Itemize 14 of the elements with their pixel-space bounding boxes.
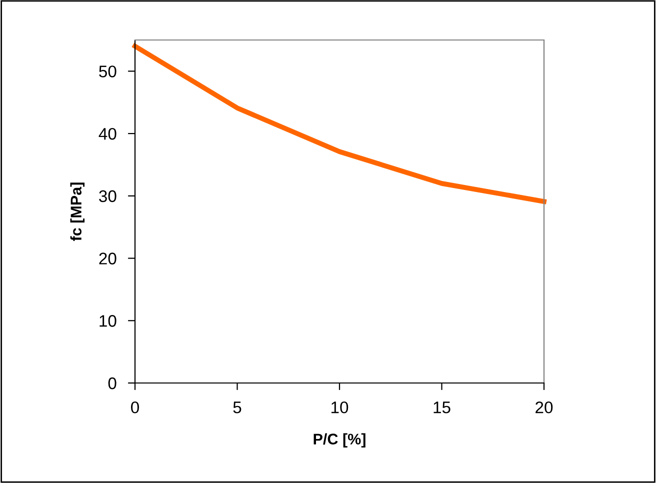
y-tick-label: 20: [99, 252, 116, 264]
y-tick-label: 10: [100, 315, 116, 327]
y-tick-label: 30: [99, 190, 116, 202]
x-tick-label: 5: [233, 402, 242, 414]
y-tick-label: 0: [108, 377, 116, 390]
x-tick-label: 10: [332, 401, 348, 414]
line-series: [132, 44, 546, 204]
y-axis-title: fc [MPa]: [70, 182, 85, 241]
y-tick-label: 50: [99, 66, 116, 78]
x-tick-label: 20: [536, 401, 553, 414]
y-tick-label: 40: [98, 128, 116, 140]
x-tick-label: 0: [131, 401, 139, 414]
x-axis-title: P/C [%]: [314, 433, 366, 448]
x-tick-label: 15: [434, 402, 450, 414]
